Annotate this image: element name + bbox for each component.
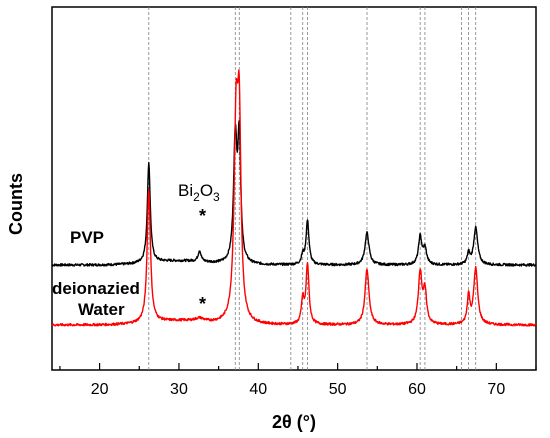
x-tick-label: 30 [170,381,188,398]
star-marker-pvp: * [199,206,206,226]
x-tick-label: 60 [408,381,426,398]
plot-frame [51,6,537,371]
x-tick-label: 20 [91,381,109,398]
x-tick-label: 50 [329,381,347,398]
series-label-pvp: PVP [70,228,104,247]
series-label-water-line2: Water [78,300,125,319]
annotation-sub2: 3 [213,190,220,204]
y-axis-title: Counts [6,173,26,235]
x-tick-label: 70 [487,381,505,398]
series-line-pvp [51,119,537,267]
annotation-o: O [200,181,213,200]
series-layer [51,69,537,327]
bi2o3-annotation: Bi2O3 [178,181,220,204]
x-axis-title: 2θ (°) [272,412,316,432]
series-line-deionized-water [51,69,537,327]
series-label-water-line1: deionazied [52,279,140,298]
x-tick-label: 40 [249,381,267,398]
annotation-sub1: 2 [193,190,200,204]
star-marker-water: * [199,294,206,314]
x-axis-ticks: 20 30 40 50 60 70 [59,363,537,398]
reference-lines [148,7,477,370]
annotation-bi: Bi [178,181,193,200]
